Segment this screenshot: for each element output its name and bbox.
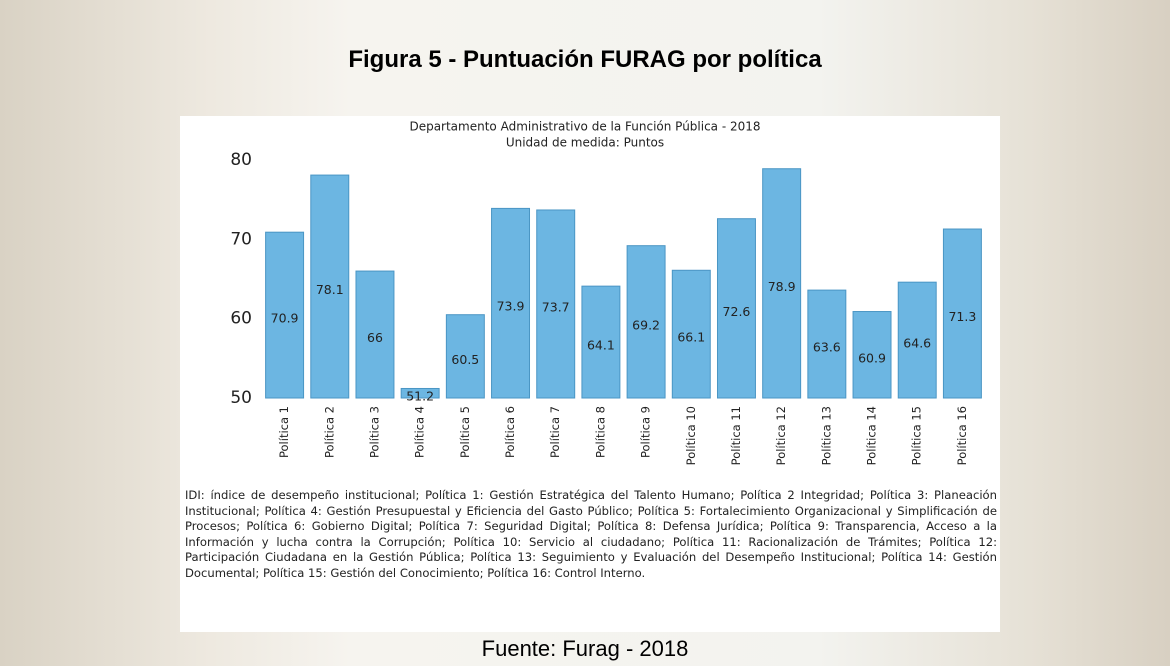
value-label: 73.9 [497, 299, 525, 314]
x-tick-label: Política 15 [910, 406, 924, 465]
value-label: 66 [367, 330, 383, 345]
x-tick-label: Política 8 [593, 406, 607, 458]
y-tick-label: 70 [230, 229, 252, 249]
x-tick-label: Política 12 [774, 406, 788, 465]
y-tick-label: 50 [230, 388, 252, 408]
y-tick-label: 60 [230, 309, 252, 329]
x-tick-label: Política 4 [413, 406, 427, 458]
value-label: 63.6 [813, 340, 841, 355]
value-label: 66.1 [677, 330, 705, 345]
page: Figura 5 - Puntuación FURAG por política… [0, 0, 1170, 666]
value-label: 64.1 [587, 338, 615, 353]
caption: IDI: índice de desempeño institucional; … [185, 488, 997, 582]
x-tick-label: Política 11 [729, 406, 743, 465]
x-tick-label: Política 13 [819, 406, 833, 465]
value-label: 51.2 [406, 389, 434, 404]
value-label: 60.9 [858, 350, 886, 365]
value-label: 72.6 [723, 304, 751, 319]
x-tick-label: Política 16 [955, 406, 969, 465]
x-tick-label: Política 5 [458, 406, 472, 458]
chart-title: Departamento Administrativo de la Funció… [409, 120, 760, 134]
value-label: 73.7 [542, 299, 570, 314]
x-tick-label: Política 10 [684, 406, 698, 465]
value-label: 78.9 [768, 279, 796, 294]
chart-subtitle: Unidad de medida: Puntos [506, 136, 664, 150]
x-tick-label: Política 7 [548, 406, 562, 458]
value-label: 71.3 [948, 309, 976, 324]
value-label: 60.5 [451, 352, 479, 367]
value-label: 78.1 [316, 282, 344, 297]
x-tick-label: Política 6 [503, 406, 517, 458]
x-tick-label: Política 3 [367, 406, 381, 458]
x-tick-label: Política 14 [865, 406, 879, 465]
x-tick-label: Política 9 [639, 406, 653, 458]
x-tick-label: Política 1 [277, 406, 291, 458]
x-tick-label: Política 2 [322, 406, 336, 458]
value-label: 70.9 [271, 311, 299, 326]
y-tick-label: 80 [230, 150, 252, 170]
source: Fuente: Furag - 2018 [0, 636, 1170, 662]
value-label: 64.6 [903, 336, 931, 351]
value-label: 69.2 [632, 317, 660, 332]
